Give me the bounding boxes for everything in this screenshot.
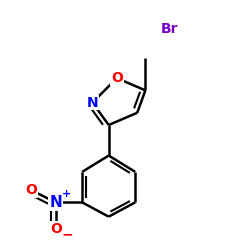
Text: +: + xyxy=(62,189,72,199)
Text: N: N xyxy=(86,96,98,110)
Text: O: O xyxy=(25,183,37,197)
Text: N: N xyxy=(49,195,62,210)
Text: −: − xyxy=(61,227,73,241)
Text: Br: Br xyxy=(161,22,178,36)
Text: O: O xyxy=(50,222,62,236)
Text: O: O xyxy=(111,71,123,85)
